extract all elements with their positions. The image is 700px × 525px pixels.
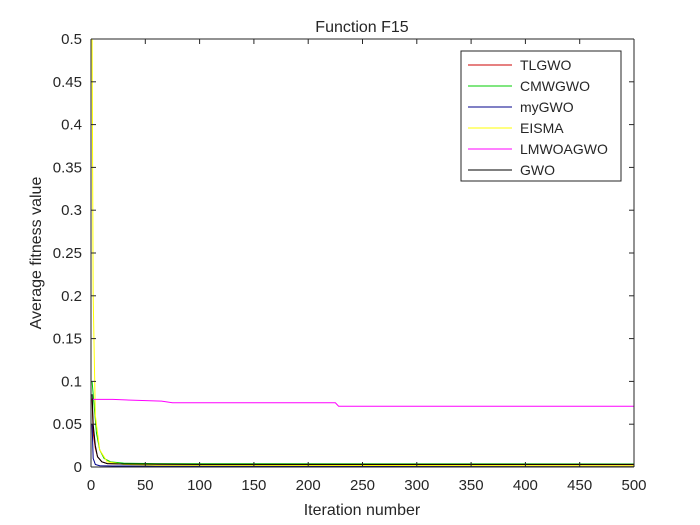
y-tick-label: 0 <box>74 459 82 476</box>
series-line-gwo <box>91 394 634 465</box>
x-tick-label: 450 <box>567 477 592 494</box>
x-axis-label: Iteration number <box>304 502 421 519</box>
x-tick-label: 300 <box>404 477 429 494</box>
y-tick-label: 0.4 <box>61 117 82 134</box>
legend-label-tlgwo: TLGWO <box>520 57 571 73</box>
x-tick-label: 150 <box>241 477 266 494</box>
x-tick-label: 100 <box>187 477 212 494</box>
x-tick-label: 500 <box>621 477 646 494</box>
x-tick-label: 400 <box>513 477 538 494</box>
legend-label-lmwoagwo: LMWOAGWO <box>520 141 608 157</box>
y-tick-label: 0.3 <box>61 202 82 219</box>
series-line-eisma <box>91 38 635 467</box>
series-line-lmwoagwo <box>91 398 634 407</box>
y-tick-label: 0.15 <box>53 331 82 348</box>
ticks-layer: 0 50 100 150 200 250 300 350 400 450 500 0 0.05 0.1 0.… <box>53 31 647 494</box>
y-tick-label: 0.05 <box>53 416 82 433</box>
legend-label-gwo: GWO <box>520 162 555 178</box>
y-tick-label: 0.1 <box>61 373 82 390</box>
y-tick-label: 0.2 <box>61 288 82 305</box>
legend-items: TLGWO CMWGWO myGWO EISMA LMWOAGWO GWO <box>468 57 608 178</box>
legend-label-mygwo: myGWO <box>520 99 574 115</box>
y-tick-label: 0.45 <box>53 74 82 91</box>
x-tick-label: 50 <box>137 477 154 494</box>
x-tick-label: 250 <box>350 477 375 494</box>
chart-title: Function F15 <box>315 19 408 36</box>
x-tick-label: 350 <box>459 477 484 494</box>
legend-label-cmwgwo: CMWGWO <box>520 78 590 94</box>
y-tick-label: 0.25 <box>53 245 82 262</box>
series-line-cmwgwo <box>91 381 635 465</box>
legend: TLGWO CMWGWO myGWO EISMA LMWOAGWO GWO <box>460 50 622 182</box>
legend-label-eisma: EISMA <box>520 120 564 136</box>
x-tick-label: 200 <box>296 477 321 494</box>
y-tick-label: 0.5 <box>61 31 82 48</box>
y-axis-label: Average fitness value <box>28 177 45 330</box>
x-tick-label: 0 <box>87 477 95 494</box>
legend-box <box>460 50 622 182</box>
y-tick-label: 0.35 <box>53 159 82 176</box>
